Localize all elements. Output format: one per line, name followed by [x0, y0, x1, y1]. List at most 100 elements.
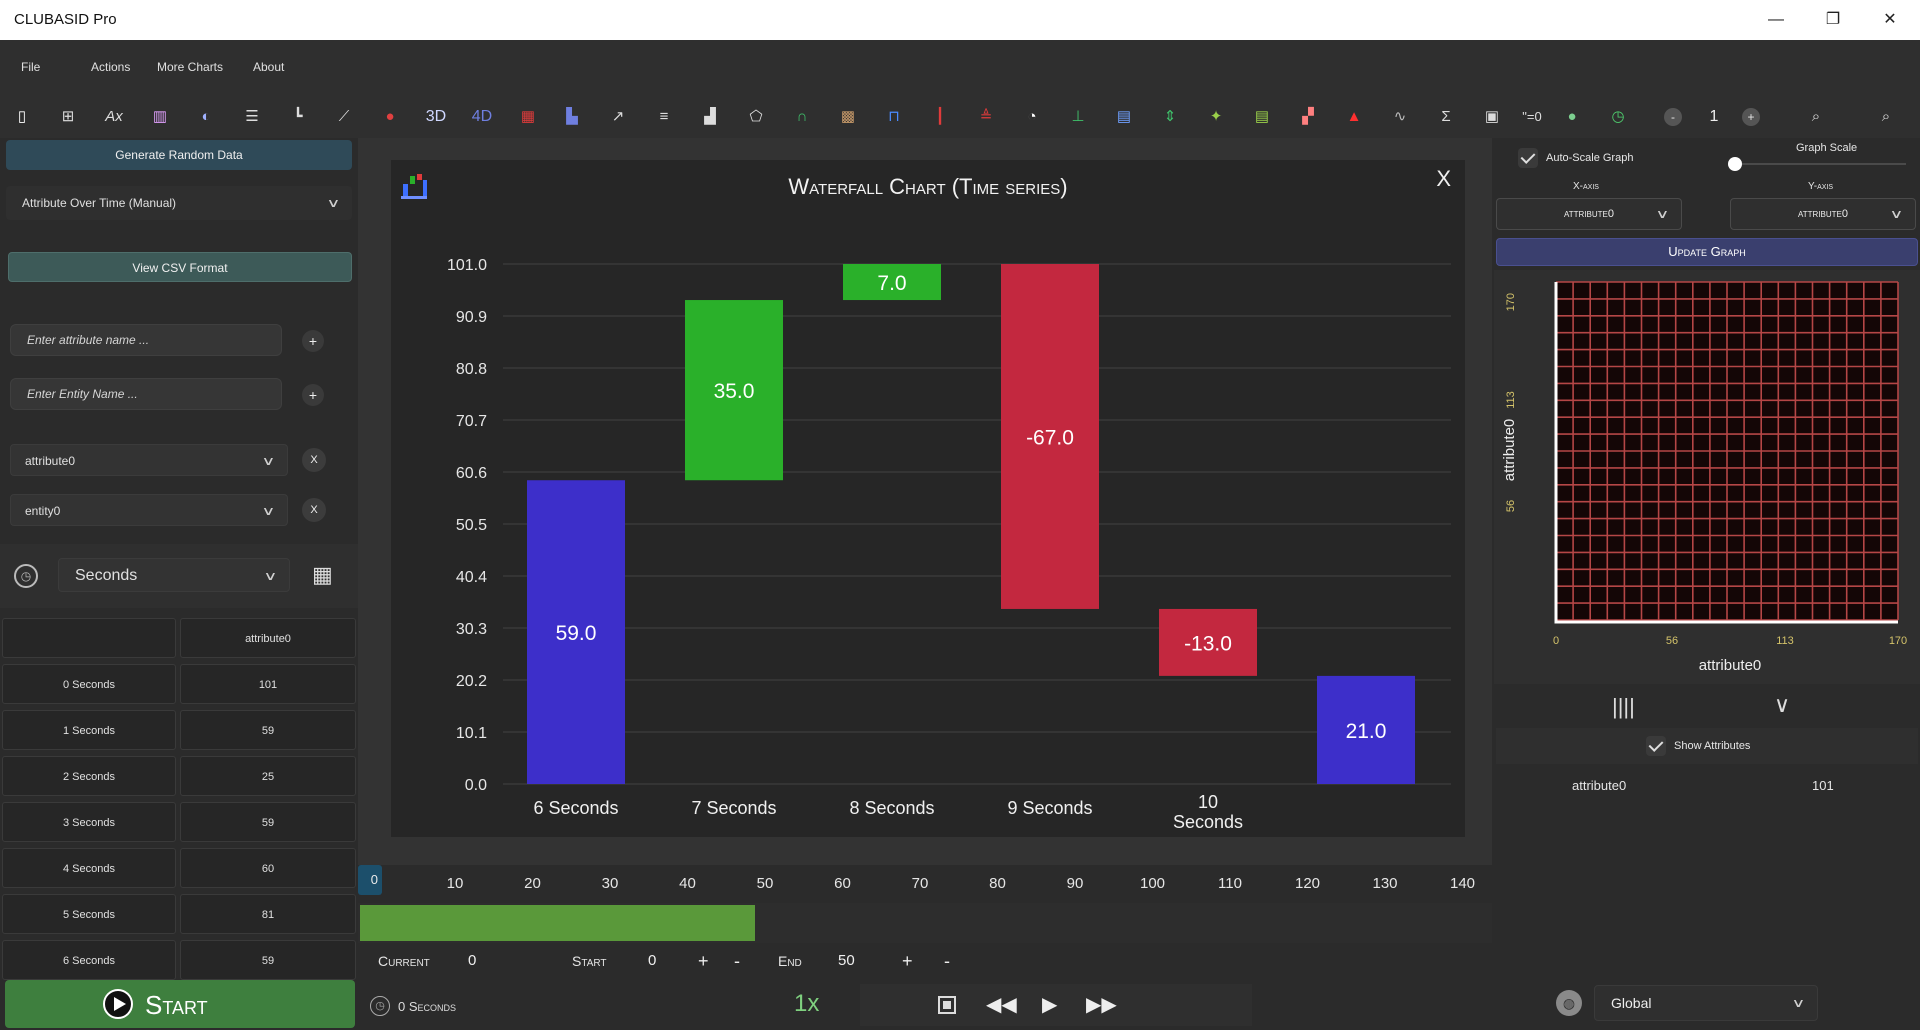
column-icon[interactable]: ▙	[566, 108, 578, 125]
axis-icon[interactable]: ┗	[293, 108, 303, 125]
pentagon-icon[interactable]: ⬠	[749, 108, 763, 125]
auto-scale-checkbox[interactable]	[1518, 148, 1538, 168]
table-cell-value[interactable]: 59	[180, 940, 356, 980]
4d-icon[interactable]: 4D	[471, 108, 493, 125]
bar-view-icon[interactable]: ||||	[1612, 694, 1635, 719]
range-icon[interactable]: ⊥	[1071, 108, 1085, 125]
end-plus-button[interactable]: +	[902, 951, 913, 971]
zoom-minus-button[interactable]: -	[1664, 108, 1682, 126]
minimize-button[interactable]: —	[1768, 11, 1784, 28]
table-row[interactable]: 4 Seconds 60	[2, 846, 356, 890]
timeline[interactable]: 10 20 30 40 50 60 70 80 90 100 110 120 130 140 0	[358, 865, 1492, 945]
start-value-input[interactable]: 0	[638, 947, 698, 977]
heat-icon[interactable]: ▦	[520, 108, 536, 125]
candle-icon[interactable]: ┃	[935, 108, 945, 125]
table-cell-value[interactable]: 59	[180, 710, 356, 750]
grid-icon[interactable]: ⊞	[61, 108, 75, 125]
scatter-view-icon[interactable]: ∨	[1774, 692, 1791, 717]
stream-icon[interactable]: ≡	[659, 108, 669, 125]
3d-icon[interactable]: 3D	[425, 108, 447, 125]
clock-icon[interactable]: ◷	[1611, 108, 1625, 125]
clock-icon[interactable]: ◷	[14, 564, 38, 588]
fast-forward-icon[interactable]: ▶▶	[1086, 994, 1117, 1016]
end-value-input[interactable]: 50	[828, 947, 888, 977]
histogram-icon[interactable]: ▟	[704, 108, 716, 125]
rewind-icon[interactable]: ◀◀	[986, 994, 1017, 1016]
start-minus-button[interactable]: -	[734, 951, 740, 971]
trend-icon[interactable]: ↗	[611, 108, 625, 125]
line-icon[interactable]: ⟋	[338, 108, 350, 125]
speed-toggle[interactable]: 1x	[794, 990, 820, 1017]
table-row[interactable]: 0 Seconds 101	[2, 662, 356, 706]
zoom-plus-button[interactable]: +	[1742, 108, 1760, 126]
wave-icon[interactable]: ∿	[1393, 108, 1407, 125]
calendar-icon[interactable]: ▦	[312, 562, 333, 587]
start-button[interactable]: Start	[5, 980, 355, 1028]
end-minus-button[interactable]: -	[944, 951, 950, 971]
current-value[interactable]: 0	[458, 947, 540, 977]
donut-icon[interactable]: ◔	[1027, 108, 1037, 125]
show-attributes-checkbox[interactable]	[1646, 736, 1666, 756]
menu-more-charts[interactable]: More Charts	[157, 60, 224, 74]
bubble-icon[interactable]: ●	[385, 108, 395, 125]
hbar-icon[interactable]: ☰	[245, 108, 259, 125]
restore-button[interactable]: ❐	[1825, 11, 1841, 28]
remove-attribute-button[interactable]: X	[302, 448, 326, 472]
table-row[interactable]: 1 Seconds 59	[2, 708, 356, 752]
update-graph-button[interactable]: Update Graph	[1496, 238, 1918, 266]
arc-icon[interactable]: ∩	[796, 108, 808, 125]
formula-icon[interactable]: Ax	[105, 108, 123, 125]
timeline-handle[interactable]: 0	[358, 865, 382, 895]
zoom-in-icon[interactable]: ⌕	[1811, 108, 1821, 125]
generate-random-data-button[interactable]: Generate Random Data	[6, 140, 352, 170]
y-axis-select[interactable]: attribute0 ∨	[1730, 198, 1916, 230]
table-row[interactable]: 5 Seconds 81	[2, 892, 356, 936]
mode-select[interactable]: Attribute Over Time (Manual) ∨	[6, 186, 352, 220]
table-row[interactable]: 6 Seconds 59	[2, 938, 356, 982]
map-icon[interactable]: ▤	[1116, 108, 1132, 125]
menu-about[interactable]: About	[253, 60, 285, 74]
pie-icon[interactable]: ◐	[201, 108, 211, 125]
table-cell-value[interactable]: 101	[180, 664, 356, 704]
remove-entity-button[interactable]: X	[302, 498, 326, 522]
menu-file[interactable]: File	[21, 60, 41, 74]
entity-name-input[interactable]	[10, 378, 282, 410]
view-csv-button[interactable]: View CSV Format	[8, 252, 352, 282]
box-icon[interactable]: ⊓	[888, 108, 900, 125]
table-cell-value[interactable]: 60	[180, 848, 356, 888]
entity-select[interactable]: entity0 ∨	[10, 494, 288, 526]
table-row[interactable]: 2 Seconds 25	[2, 754, 356, 798]
attribute-name-input[interactable]	[10, 324, 282, 356]
table-row[interactable]: 3 Seconds 59	[2, 800, 356, 844]
menu-actions[interactable]: Actions	[91, 60, 131, 74]
time-unit-select[interactable]: Seconds ∨	[58, 558, 290, 592]
alert-icon[interactable]: ▲	[1346, 108, 1362, 125]
pyramid-icon[interactable]: ≜	[979, 108, 993, 125]
sum-icon[interactable]: Σ	[1441, 108, 1451, 125]
image-icon[interactable]: ▣	[1484, 108, 1500, 125]
add-attribute-button[interactable]: +	[302, 330, 324, 352]
table-cell-value[interactable]: 25	[180, 756, 356, 796]
new-file-icon[interactable]: ▯	[17, 108, 27, 125]
sparkline-icon[interactable]: ▞	[1302, 108, 1314, 125]
record-icon[interactable]	[938, 996, 956, 1014]
table-cell-value[interactable]: 59	[180, 802, 356, 842]
color-icon[interactable]: ●	[1567, 108, 1577, 125]
globe-icon[interactable]: ✦	[1209, 108, 1223, 125]
table-cell-value[interactable]: 81	[180, 894, 356, 934]
x-axis-select[interactable]: attribute0 ∨	[1496, 198, 1682, 230]
bar-chart-icon[interactable]: ▥	[152, 108, 168, 125]
equation-icon[interactable]: "=0	[1522, 109, 1542, 124]
attribute-select[interactable]: attribute0 ∨	[10, 444, 288, 476]
zoom-out-icon[interactable]: ⌕	[1881, 108, 1891, 125]
graph-scale-slider[interactable]	[1736, 163, 1906, 165]
play-icon[interactable]: ▶	[1042, 994, 1058, 1016]
graph-scale-slider-handle[interactable]	[1728, 157, 1742, 171]
scope-select[interactable]: Global ∨	[1594, 985, 1818, 1021]
updown-icon[interactable]: ⇕	[1163, 108, 1177, 125]
table-icon[interactable]: ▤	[1254, 108, 1270, 125]
chart-close-button[interactable]: X	[1436, 166, 1451, 191]
add-entity-button[interactable]: +	[302, 384, 324, 406]
start-plus-button[interactable]: +	[698, 951, 709, 971]
mosaic-icon[interactable]: ▩	[840, 108, 856, 125]
